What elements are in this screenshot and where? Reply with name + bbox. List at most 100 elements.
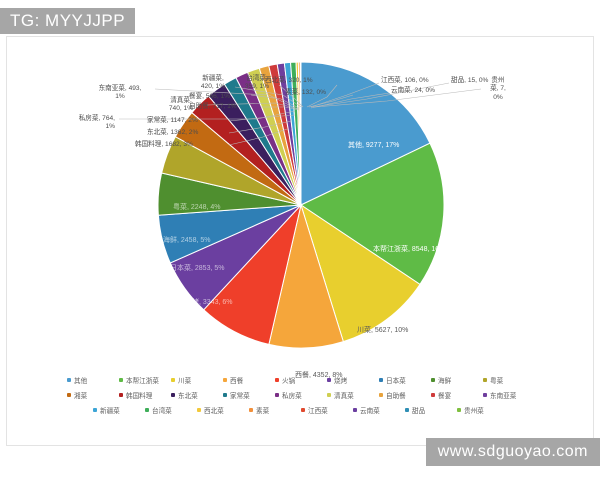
legend-item-sifangcai[interactable]: 私房菜: [275, 390, 327, 400]
leader-line: [306, 84, 338, 108]
pie-svg: [119, 61, 482, 349]
outer-label-xinjiangcai: 新疆菜, 420, 1%: [200, 75, 226, 91]
outer-label-sucai: 素菜, 132, 0%: [285, 89, 327, 96]
legend-item-sucai[interactable]: 素菜: [249, 405, 301, 415]
legend-item-canyan[interactable]: 餐宴: [431, 390, 483, 400]
legend-label: 新疆菜: [100, 408, 120, 415]
legend-label: 西餐: [230, 378, 244, 385]
legend-swatch-icon: [379, 378, 383, 382]
leader-line: [119, 110, 296, 120]
legend-item-zizhucan[interactable]: 自助餐: [379, 390, 431, 400]
leader-line: [228, 114, 296, 122]
legend-label: 其他: [74, 378, 88, 385]
slice-label-ribencai: 日本菜, 2853, 5%: [170, 265, 225, 272]
legend-item-xinjiangcai[interactable]: 新疆菜: [93, 405, 145, 415]
legend-label: 西北菜: [204, 408, 224, 415]
legend-item-huoguo[interactable]: 火锅: [275, 375, 327, 385]
leader-line: [206, 102, 300, 110]
slice-label-haixian: 海鲜, 2458, 5%: [163, 237, 211, 244]
legend-label: 江西菜: [308, 408, 328, 415]
legend-row-2: 湘菜 韩国料理 东北菜 家常菜 私房菜 清真菜 自助餐 餐宴 东南亚菜: [7, 390, 595, 400]
legend-label: 私房菜: [282, 393, 302, 400]
legend-item-guizhoucai[interactable]: 贵州菜: [457, 405, 509, 415]
legend-swatch-icon: [171, 378, 175, 382]
legend-swatch-icon: [431, 393, 435, 397]
slice-label-huoguo: 火锅, 4308, 8%: [225, 368, 273, 375]
legend-item-xibeicai[interactable]: 西北菜: [197, 405, 249, 415]
legend-item-hanguoliaoli[interactable]: 韩国料理: [119, 390, 171, 400]
legend-item-qita[interactable]: 其他: [67, 375, 119, 385]
legend-label: 日本菜: [386, 378, 406, 385]
outer-label-canyan: 餐宴, 566, 1%: [189, 93, 231, 100]
outer-label-yunnancai: 云南菜, 24, 0%: [391, 87, 435, 94]
legend-swatch-icon: [223, 378, 227, 382]
legend-swatch-icon: [353, 408, 357, 412]
legend-label: 餐宴: [438, 393, 452, 400]
legend-swatch-icon: [275, 378, 279, 382]
slice-label-yuecai: 粤菜, 2248, 4%: [173, 204, 221, 211]
legend-item-taiwancai[interactable]: 台湾菜: [145, 405, 197, 415]
legend-label: 韩国料理: [126, 393, 153, 400]
legend-row-1: 其他 本帮江浙菜 川菜 西餐 火锅 烧烤 日本菜 海鲜 粤菜: [7, 375, 595, 385]
outer-label-guizhoucai: 贵州 菜, 7, 0%: [490, 77, 506, 101]
legend-swatch-icon: [431, 378, 435, 382]
legend-swatch-icon: [223, 393, 227, 397]
legend-item-xiangcai[interactable]: 湘菜: [67, 390, 119, 400]
outer-label-dongnanyacai: 东南亚菜, 493, 1%: [98, 85, 142, 101]
watermark-top: TG: MYYJJPP: [0, 8, 136, 34]
pie-slice[interactable]: [299, 142, 445, 286]
legend-swatch-icon: [327, 393, 331, 397]
legend-label: 本帮江浙菜: [126, 378, 159, 385]
legend-item-dongbeicai[interactable]: 东北菜: [171, 390, 223, 400]
legend-label: 甜品: [412, 408, 426, 415]
legend-label: 东北菜: [178, 393, 198, 400]
leader-line: [278, 84, 304, 108]
legend-swatch-icon: [405, 408, 409, 412]
legend-swatch-icon: [249, 408, 253, 412]
pie-slice[interactable]: [300, 203, 421, 343]
legend-item-jiangxicai[interactable]: 江西菜: [301, 405, 353, 415]
leader-line: [310, 82, 380, 108]
legend-item-tianpin[interactable]: 甜品: [405, 405, 457, 415]
legend-label: 家常菜: [230, 393, 250, 400]
pie-slice[interactable]: [300, 61, 431, 206]
legend-swatch-icon: [197, 408, 201, 412]
legend-item-shaokao[interactable]: 烧烤: [327, 375, 379, 385]
legend-label: 粤菜: [490, 378, 504, 385]
legend-label: 火锅: [282, 378, 296, 385]
legend-item-ribencai[interactable]: 日本菜: [379, 375, 431, 385]
chart-card: 东南亚菜, 493, 1% 私房菜, 764, 1% 清真菜, 740, 1% …: [6, 36, 594, 446]
legend-swatch-icon: [67, 393, 71, 397]
leader-line: [250, 94, 300, 109]
pie-slices[interactable]: [157, 61, 445, 349]
legend-label: 云南菜: [360, 408, 380, 415]
legend-item-xican[interactable]: 西餐: [223, 375, 275, 385]
pie-chart-plot: 东南亚菜, 493, 1% 私房菜, 764, 1% 清真菜, 740, 1% …: [7, 37, 595, 379]
outer-label-tianpin: 甜品, 15, 0%: [451, 77, 489, 84]
leader-line: [312, 82, 450, 108]
legend-swatch-icon: [119, 393, 123, 397]
legend-item-benbangjiangzhecai[interactable]: 本帮江浙菜: [119, 375, 171, 385]
outer-label-xibeicai: 西北菜, 320, 1%: [265, 77, 313, 84]
legend-item-qingzhencai[interactable]: 清真菜: [327, 390, 379, 400]
legend-item-jiachangcai[interactable]: 家常菜: [223, 390, 275, 400]
legend-item-yunnancai[interactable]: 云南菜: [353, 405, 405, 415]
slice-label-benbang: 本帮江浙菜, 8548, 16%: [373, 246, 446, 253]
legend-swatch-icon: [327, 378, 331, 382]
legend-swatch-icon: [67, 378, 71, 382]
legend-swatch-icon: [93, 408, 97, 412]
outer-label-zizhucan: 自助餐, 717, 1%: [189, 103, 237, 110]
legend-item-dongnanyacai[interactable]: 东南亚菜: [483, 390, 535, 400]
legend-item-haixian[interactable]: 海鲜: [431, 375, 483, 385]
legend-label: 素菜: [256, 408, 270, 415]
legend-item-chuancai[interactable]: 川菜: [171, 375, 223, 385]
legend-swatch-icon: [119, 378, 123, 382]
outer-label-dongbeicai: 东北菜, 1362, 2%: [147, 129, 199, 136]
outer-label-qingzhencai: 清真菜, 740, 1%: [168, 97, 194, 113]
legend-label: 海鲜: [438, 378, 452, 385]
legend-item-yuecai[interactable]: 粤菜: [483, 375, 535, 385]
chart-legend: 其他 本帮江浙菜 川菜 西餐 火锅 烧烤 日本菜 海鲜 粤菜 湘菜 韩国料理 东…: [7, 369, 595, 445]
legend-swatch-icon: [379, 393, 383, 397]
slice-label-qita: 其他, 9277, 17%: [348, 142, 400, 149]
